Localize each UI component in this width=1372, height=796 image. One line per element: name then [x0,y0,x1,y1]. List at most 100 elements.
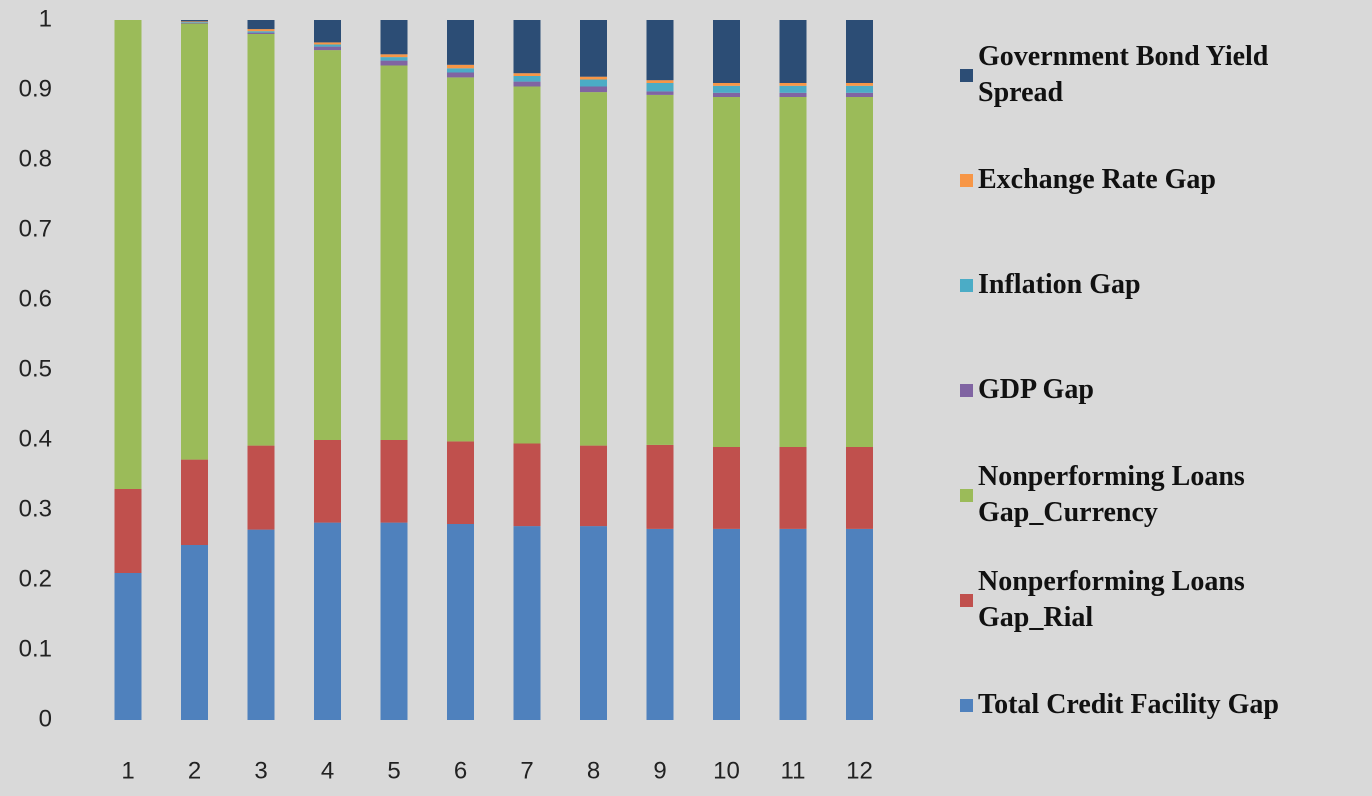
bar-segment [580,79,607,87]
bar-segment [713,97,740,447]
legend-swatch [960,173,973,187]
bar-segment [380,440,408,523]
legend-item: Exchange Rate Gap [960,162,1350,198]
x-tick-label: 11 [781,757,806,784]
legend-label: Nonperforming Loans Gap_Currency [978,461,1245,528]
legend-swatch [960,383,973,397]
y-tick-label: 0.5 [19,355,52,382]
bar-segment [181,22,208,23]
bar-segment [846,447,873,529]
bar-segment [580,445,607,527]
legend-swatch [960,278,973,292]
bar-segment [380,57,408,61]
bar-segment [314,50,341,440]
legend-swatch [960,488,973,502]
bar-segment [181,23,208,460]
bar-segment [247,34,275,446]
legend-label: Total Credit Facility Gap [978,689,1279,720]
legend-swatch [960,593,973,607]
bar-segment [314,46,341,51]
legend-label: GDP Gap [978,374,1094,405]
x-tick-label: 9 [653,757,666,784]
x-tick-label: 12 [846,757,873,784]
bar-segment [513,76,541,82]
bar-segment [247,20,275,30]
bar-segment [646,444,674,529]
bar-segment [380,522,408,720]
bar-segment [779,85,807,93]
bar-segment [314,42,341,45]
x-tick-label: 4 [321,757,334,784]
legend-label: Government Bond Yield Spread [978,41,1269,108]
bar-segment [846,92,873,97]
bar-segment [181,20,208,22]
bar-segment [713,447,740,529]
chart: 00.10.20.30.40.50.60.70.80.911 2 3 4 5 6 7 8 9 10… [19,5,873,784]
bar-segment [114,20,142,489]
y-tick-label: 0.1 [19,635,52,662]
bar-segment [779,97,807,447]
bar-segment [447,64,474,69]
bar-segment [314,44,341,47]
bar-segment [513,526,541,720]
bar-segment [513,86,541,444]
bar-segment [314,522,341,720]
bar-segment [247,31,275,33]
bar-segment [114,489,142,573]
bar-segment [447,524,474,720]
bar-segment [846,20,873,83]
bar-segment [114,573,142,720]
x-tick-label: 8 [587,757,600,784]
bar-segment [314,20,341,43]
bar-segment [646,528,674,720]
bar-segment [846,83,873,86]
bar-segment [846,85,873,93]
bar-segment [447,72,474,78]
bar-segment [713,85,740,93]
legend-item: Government Bond Yield Spread [960,39,1350,111]
bar-segment [646,20,674,81]
bar-segment [713,92,740,97]
bar-segment [247,32,275,34]
bar-segment [181,459,208,545]
legend-item: Nonperforming Loans Gap_Rial [960,564,1350,636]
legend-item: GDP Gap [960,372,1350,408]
x-tick-label: 3 [254,757,267,784]
legend-label: Inflation Gap [978,269,1141,300]
bar-segment [314,440,341,523]
bar-segment [247,29,275,32]
bar-segment [580,20,607,77]
bar-segment [779,92,807,97]
bar-segment [447,68,474,73]
x-tick-label: 7 [520,757,533,784]
bar-segment [779,83,807,86]
bar-segment [846,97,873,447]
bar-segment [713,20,740,83]
y-tick-label: 1 [39,5,52,32]
x-tick-label: 1 [121,757,134,784]
y-tick-label: 0.9 [19,75,52,102]
bar-segment [247,529,275,720]
bar-segment [513,443,541,527]
bar-segment [646,91,674,95]
bar-segment [779,20,807,83]
y-tick-label: 0.3 [19,495,52,522]
bar-segment [846,528,873,720]
bar-segment [713,83,740,86]
bar-segment [380,60,408,66]
bar-segment [513,81,541,87]
bar-segment [646,80,674,83]
bar-segment [513,20,541,74]
bar-segment [646,83,674,92]
bar-segment [779,528,807,720]
legend-item: Total Credit Facility Gap [960,687,1350,723]
y-tick-label: 0.8 [19,145,52,172]
legend-label: Exchange Rate Gap [978,164,1216,195]
y-tick-label: 0.6 [19,285,52,312]
y-tick-label: 0.2 [19,565,52,592]
bar-segment [580,76,607,80]
bar-segment [181,22,208,24]
bar-segment [247,445,275,530]
legend-label: Nonperforming Loans Gap_Rial [978,566,1245,633]
